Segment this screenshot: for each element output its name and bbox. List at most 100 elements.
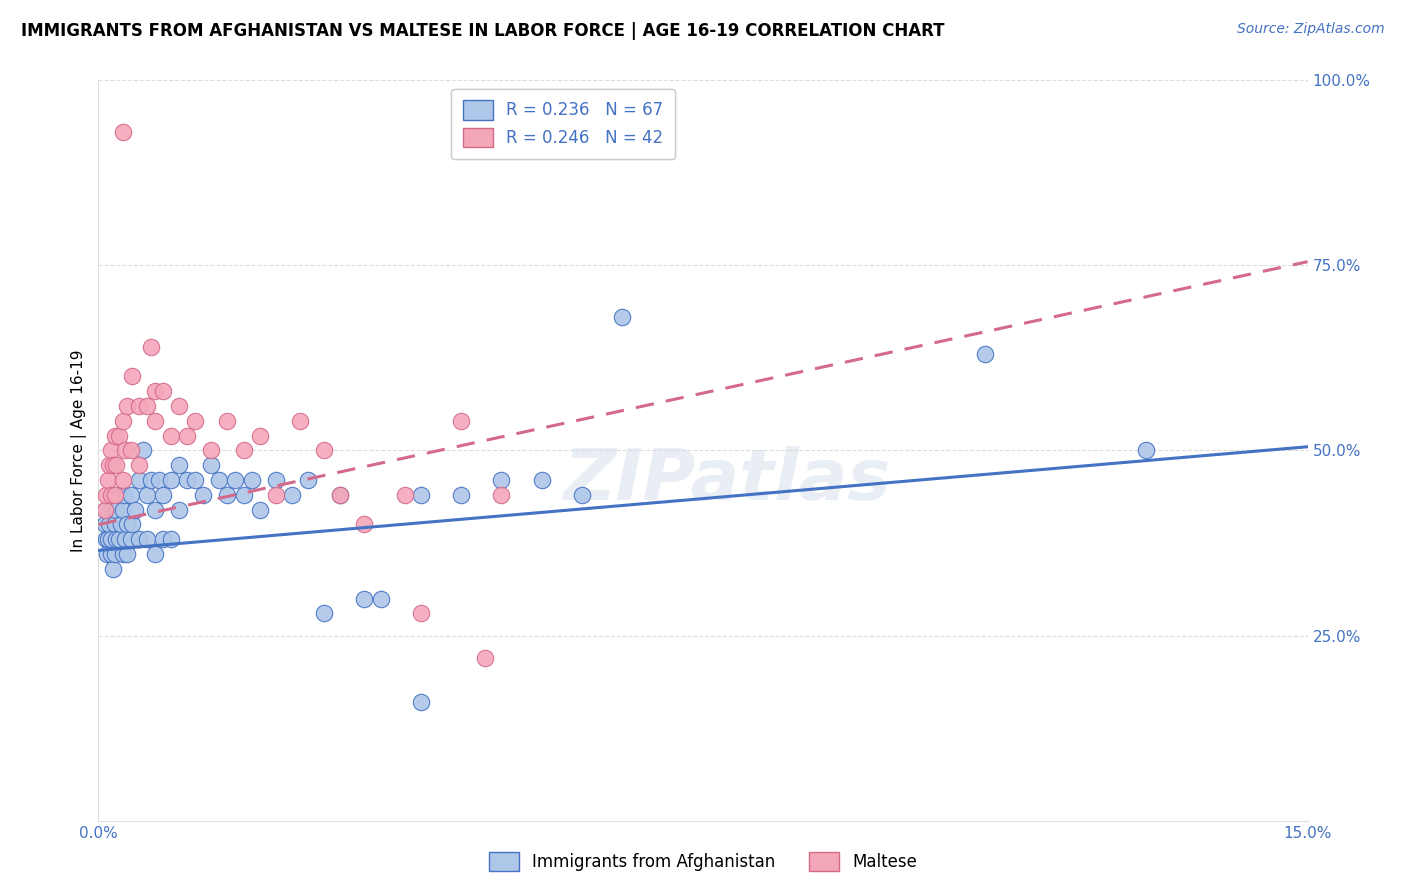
Point: [100, 533, 122, 547]
Point: [167, 458, 190, 473]
Point: [217, 414, 239, 428]
Point: [160, 428, 183, 442]
Point: [612, 310, 634, 325]
Point: [101, 458, 124, 473]
Point: [288, 414, 311, 428]
Point: [217, 488, 239, 502]
Point: [314, 443, 336, 458]
Point: [409, 607, 432, 621]
Point: [297, 473, 319, 487]
Legend: Immigrants from Afghanistan, Maltese: Immigrants from Afghanistan, Maltese: [481, 843, 925, 880]
Point: [152, 384, 174, 399]
Point: [107, 488, 129, 502]
Point: [103, 488, 125, 502]
Point: [115, 547, 138, 561]
Point: [103, 428, 125, 442]
Point: [128, 399, 150, 413]
Point: [232, 488, 254, 502]
Point: [176, 428, 198, 442]
Point: [409, 695, 432, 709]
Legend: R = 0.236   N = 67, R = 0.246   N = 42: R = 0.236 N = 67, R = 0.246 N = 42: [451, 88, 675, 159]
Point: [353, 591, 375, 606]
Point: [135, 488, 157, 502]
Point: [120, 488, 142, 502]
Point: [100, 488, 122, 502]
Point: [450, 488, 472, 502]
Point: [530, 473, 553, 487]
Text: IMMIGRANTS FROM AFGHANISTAN VS MALTESE IN LABOR FORCE | AGE 16-19 CORRELATION CH: IMMIGRANTS FROM AFGHANISTAN VS MALTESE I…: [21, 22, 945, 40]
Y-axis label: In Labor Force | Age 16-19: In Labor Force | Age 16-19: [72, 349, 87, 552]
Point: [474, 650, 496, 665]
Point: [240, 473, 263, 487]
Point: [111, 502, 134, 516]
Point: [152, 488, 174, 502]
Point: [110, 517, 132, 532]
Point: [329, 488, 352, 502]
Point: [121, 517, 143, 532]
Point: [232, 443, 254, 458]
Point: [281, 488, 304, 502]
Point: [491, 488, 513, 502]
Point: [111, 547, 134, 561]
Point: [105, 533, 128, 547]
Point: [96, 502, 118, 516]
Point: [176, 473, 198, 487]
Point: [124, 502, 146, 516]
Point: [329, 488, 352, 502]
Text: ZIPatlas: ZIPatlas: [564, 446, 891, 515]
Point: [96, 547, 118, 561]
Point: [128, 533, 150, 547]
Point: [96, 488, 118, 502]
Point: [139, 340, 162, 354]
Point: [107, 533, 129, 547]
Point: [103, 517, 125, 532]
Point: [114, 443, 136, 458]
Point: [111, 473, 134, 487]
Point: [394, 488, 416, 502]
Point: [143, 414, 166, 428]
Point: [94, 533, 117, 547]
Point: [143, 502, 166, 516]
Point: [97, 517, 120, 532]
Point: [152, 533, 174, 547]
Point: [974, 347, 997, 361]
Point: [115, 517, 138, 532]
Point: [314, 607, 336, 621]
Point: [264, 473, 287, 487]
Point: [107, 428, 129, 442]
Point: [94, 502, 117, 516]
Point: [128, 473, 150, 487]
Point: [97, 533, 120, 547]
Point: [103, 547, 125, 561]
Point: [450, 414, 472, 428]
Point: [249, 428, 271, 442]
Point: [264, 488, 287, 502]
Point: [184, 473, 207, 487]
Point: [97, 458, 120, 473]
Point: [120, 443, 142, 458]
Point: [115, 399, 138, 413]
Point: [112, 488, 135, 502]
Point: [167, 399, 190, 413]
Point: [208, 473, 231, 487]
Point: [97, 473, 120, 487]
Point: [193, 488, 215, 502]
Text: Source: ZipAtlas.com: Source: ZipAtlas.com: [1237, 22, 1385, 37]
Point: [132, 443, 155, 458]
Point: [571, 488, 593, 502]
Point: [167, 502, 190, 516]
Point: [143, 384, 166, 399]
Point: [1135, 443, 1157, 458]
Point: [200, 443, 222, 458]
Point: [353, 517, 375, 532]
Point: [200, 458, 222, 473]
Point: [409, 488, 432, 502]
Point: [100, 547, 122, 561]
Point: [184, 414, 207, 428]
Point: [105, 458, 128, 473]
Point: [114, 533, 136, 547]
Point: [100, 443, 122, 458]
Point: [224, 473, 246, 487]
Point: [101, 562, 124, 576]
Point: [111, 414, 134, 428]
